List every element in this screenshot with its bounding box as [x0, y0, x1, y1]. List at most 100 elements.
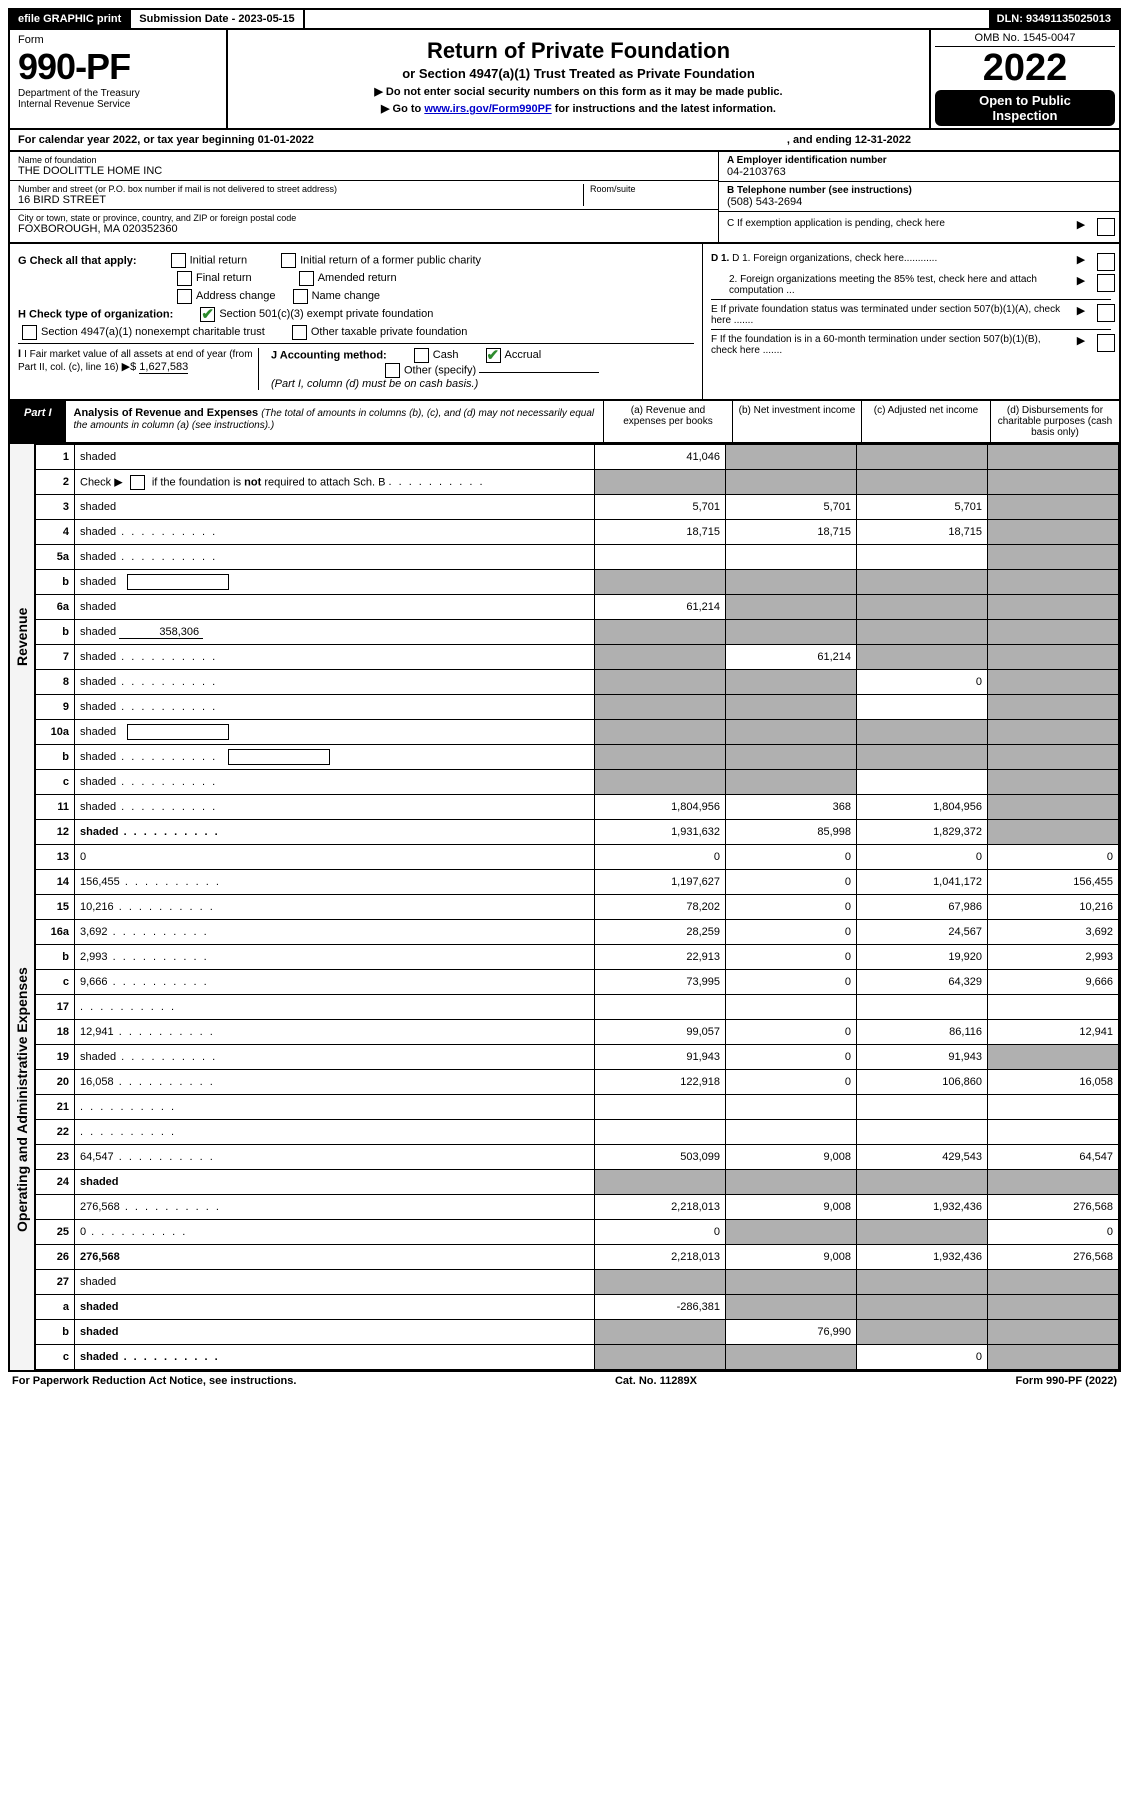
- footer-right: Form 990-PF (2022): [1015, 1375, 1117, 1387]
- row-number: 21: [36, 1095, 75, 1120]
- c-label: C If exemption application is pending, c…: [727, 218, 1069, 229]
- h-label: H Check type of organization:: [18, 308, 173, 320]
- row-description: shaded: [75, 1345, 595, 1370]
- row-number: 13: [36, 845, 75, 870]
- cell-c: [857, 695, 988, 720]
- j-label: J Accounting method:: [271, 349, 387, 361]
- row-number: 27: [36, 1270, 75, 1295]
- cell-a: 91,943: [595, 1045, 726, 1070]
- cell-b: 0: [726, 870, 857, 895]
- h2-label: Section 4947(a)(1) nonexempt charitable …: [41, 326, 265, 338]
- cell-c: [857, 445, 988, 470]
- cal-text1: For calendar year 2022, or tax year begi…: [18, 134, 314, 146]
- row-description: shaded: [75, 695, 595, 720]
- j-accrual-checkbox[interactable]: [486, 348, 501, 363]
- j1-label: Cash: [433, 349, 459, 361]
- table-row: 12shaded1,931,63285,9981,829,372: [36, 820, 1119, 845]
- j-other-checkbox[interactable]: [385, 363, 400, 378]
- row-number: 15: [36, 895, 75, 920]
- cell-a: [595, 770, 726, 795]
- row-description: shaded: [75, 520, 595, 545]
- f-checkbox[interactable]: [1097, 334, 1115, 352]
- table-row: 16a3,69228,259024,5673,692: [36, 920, 1119, 945]
- table-row: 26276,5682,218,0139,0081,932,436276,568: [36, 1245, 1119, 1270]
- efile-label: efile GRAPHIC print: [10, 10, 131, 28]
- cell-c: 1,041,172: [857, 870, 988, 895]
- table-row: 1510,21678,202067,98610,216: [36, 895, 1119, 920]
- col-c-header: (c) Adjusted net income: [861, 401, 990, 442]
- arrow-icon: ▶: [1069, 253, 1093, 266]
- row-number: 8: [36, 670, 75, 695]
- c-checkbox[interactable]: [1097, 218, 1115, 236]
- cell-a: [595, 670, 726, 695]
- g4-checkbox[interactable]: [299, 271, 314, 286]
- cell-a: [595, 1345, 726, 1370]
- cell-c: 1,932,436: [857, 1245, 988, 1270]
- irs-link[interactable]: www.irs.gov/Form990PF: [424, 103, 551, 115]
- cell-d: 3,692: [988, 920, 1119, 945]
- d1-checkbox[interactable]: [1097, 253, 1115, 271]
- cell-b: [726, 445, 857, 470]
- cell-b: 9,008: [726, 1195, 857, 1220]
- g6-checkbox[interactable]: [293, 289, 308, 304]
- cell-b: 85,998: [726, 820, 857, 845]
- table-row: ashaded-286,381: [36, 1295, 1119, 1320]
- table-row: 10ashaded: [36, 720, 1119, 745]
- cell-b: 0: [726, 1020, 857, 1045]
- cell-d: [988, 620, 1119, 645]
- part1-title: Analysis of Revenue and Expenses: [74, 407, 259, 419]
- row-description: 276,568: [75, 1245, 595, 1270]
- cell-d: [988, 820, 1119, 845]
- table-row: 6ashaded61,214: [36, 595, 1119, 620]
- g5-checkbox[interactable]: [177, 289, 192, 304]
- row-description: 0: [75, 1220, 595, 1245]
- cell-d: 10,216: [988, 895, 1119, 920]
- row-number: 1: [36, 445, 75, 470]
- cell-a: 1,931,632: [595, 820, 726, 845]
- cell-a: [595, 695, 726, 720]
- h2-checkbox[interactable]: [22, 325, 37, 340]
- cell-c: 0: [857, 1345, 988, 1370]
- cell-d: 9,666: [988, 970, 1119, 995]
- cell-d: [988, 1345, 1119, 1370]
- g2-checkbox[interactable]: [281, 253, 296, 268]
- schb-checkbox[interactable]: [130, 475, 145, 490]
- j-cash-checkbox[interactable]: [414, 348, 429, 363]
- footer-left: For Paperwork Reduction Act Notice, see …: [12, 1375, 296, 1387]
- d2-checkbox[interactable]: [1097, 274, 1115, 292]
- table-row: cshaded: [36, 770, 1119, 795]
- row-number: 22: [36, 1120, 75, 1145]
- note2-pre: ▶ Go to: [381, 103, 424, 115]
- ein-label: A Employer identification number: [727, 155, 1111, 166]
- table-row: 1812,94199,057086,11612,941: [36, 1020, 1119, 1045]
- form-header: Form 990-PF Department of the Treasury I…: [8, 30, 1121, 130]
- j2-label: Accrual: [505, 349, 542, 361]
- footer-row: For Paperwork Reduction Act Notice, see …: [8, 1372, 1121, 1390]
- omb-number: OMB No. 1545-0047: [935, 32, 1115, 47]
- row-description: shaded 358,306: [75, 620, 595, 645]
- cell-d: [988, 695, 1119, 720]
- row-description: shaded: [75, 720, 595, 745]
- open2: Inspection: [938, 108, 1112, 123]
- row-number: 23: [36, 1145, 75, 1170]
- g3-checkbox[interactable]: [177, 271, 192, 286]
- e-row: E If private foundation status was termi…: [711, 299, 1111, 326]
- name-label: Name of foundation: [18, 155, 710, 165]
- cell-d: [988, 545, 1119, 570]
- i-prefix: ▶$: [122, 361, 137, 373]
- cell-b: 0: [726, 895, 857, 920]
- h1-checkbox[interactable]: [200, 307, 215, 322]
- h3-checkbox[interactable]: [292, 325, 307, 340]
- cell-c: 18,715: [857, 520, 988, 545]
- table-row: 21: [36, 1095, 1119, 1120]
- name-box: Name of foundation THE DOOLITTLE HOME IN…: [10, 152, 718, 181]
- cell-b: 9,008: [726, 1245, 857, 1270]
- e-checkbox[interactable]: [1097, 304, 1115, 322]
- exemption-box: C If exemption application is pending, c…: [719, 212, 1119, 242]
- cell-a: 61,214: [595, 595, 726, 620]
- cell-b: [726, 1270, 857, 1295]
- cell-c: [857, 545, 988, 570]
- cell-c: 1,804,956: [857, 795, 988, 820]
- g1-checkbox[interactable]: [171, 253, 186, 268]
- submission-date: Submission Date - 2023-05-15: [131, 10, 304, 28]
